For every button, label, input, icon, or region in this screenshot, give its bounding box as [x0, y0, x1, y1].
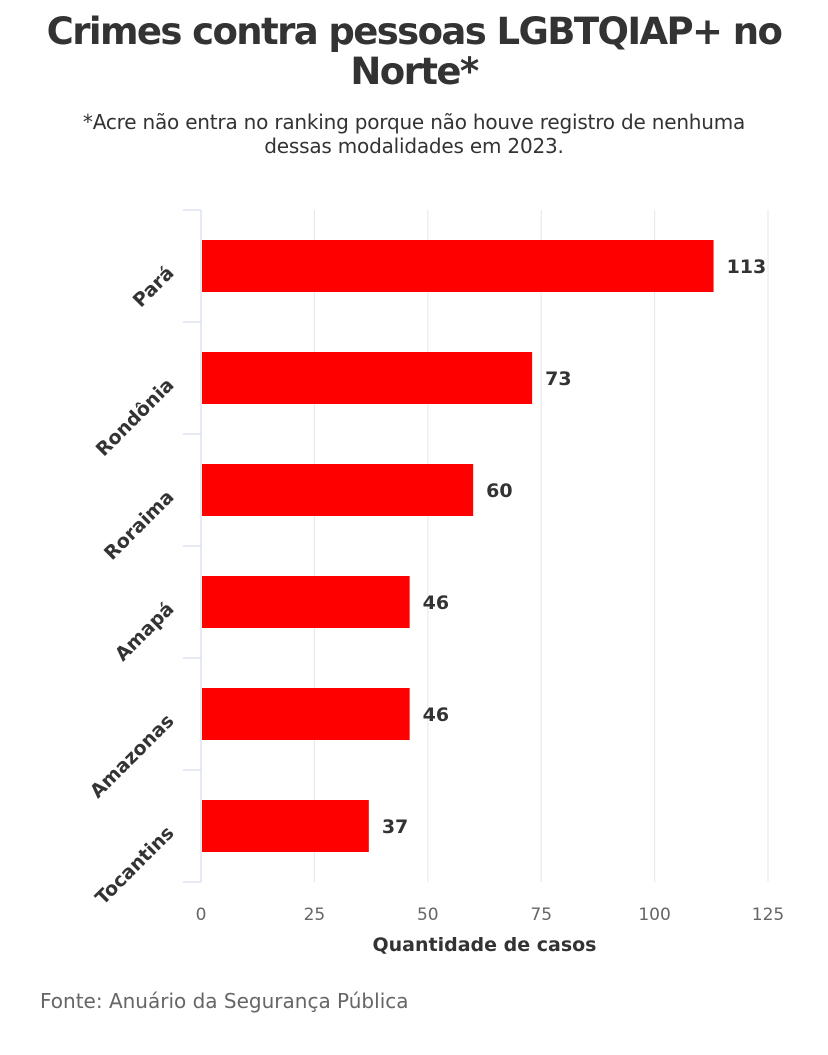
- y-tick-label: Rondônia: [92, 374, 179, 461]
- x-tick-label: 125: [752, 905, 784, 925]
- data-label: 46: [423, 592, 449, 614]
- source-note: Fonte: Anuário da Segurança Pública: [40, 989, 409, 1013]
- x-tick-label: 0: [196, 905, 207, 925]
- y-tick-label: Amapá: [111, 598, 179, 666]
- y-tick-label: Tocantins: [91, 822, 178, 909]
- bar: [202, 240, 714, 292]
- gridlines: [313, 210, 769, 882]
- bars: [202, 240, 714, 852]
- bar-chart: 0 25 50 75 100 125 113 Pará 73 Rondônia 60 Roraima 4…: [86, 209, 784, 956]
- y-tick-label: Pará: [129, 262, 179, 312]
- x-tick-label: 25: [304, 905, 326, 925]
- bar: [202, 352, 533, 404]
- x-tick-label: 50: [417, 905, 439, 925]
- x-tick-label: 100: [638, 905, 670, 925]
- data-label: 60: [486, 480, 512, 502]
- chart-subtitle: *Acre não entra no ranking porque não ho…: [82, 110, 746, 158]
- data-label: 73: [545, 368, 571, 390]
- axes: [183, 209, 202, 883]
- y-tick-label: Amazonas: [86, 710, 179, 803]
- y-tick-label: Roraima: [100, 486, 178, 564]
- bar: [202, 800, 369, 852]
- x-tick-label: 75: [530, 905, 552, 925]
- x-axis-title: Quantidade de casos: [372, 934, 596, 956]
- bar: [202, 464, 474, 516]
- chart-title: Crimes contra pessoas LGBTQIAP+ no Norte…: [46, 10, 783, 93]
- data-label: 113: [727, 256, 767, 278]
- bar: [202, 688, 410, 740]
- data-label: 46: [423, 704, 449, 726]
- bar: [202, 576, 410, 628]
- data-label: 37: [382, 816, 408, 838]
